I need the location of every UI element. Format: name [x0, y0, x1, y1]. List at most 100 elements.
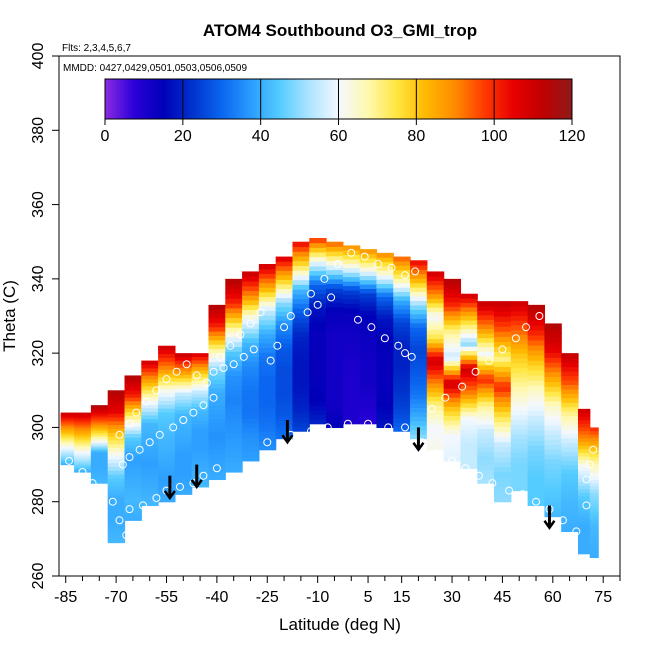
sample-point	[411, 267, 420, 276]
field-cell	[60, 439, 75, 442]
field-cell	[309, 414, 327, 420]
field-cell	[393, 418, 411, 424]
field-cell	[578, 524, 591, 529]
field-cell	[258, 324, 277, 330]
sample-point	[323, 423, 332, 432]
field-cell	[60, 416, 75, 419]
field-cell	[578, 499, 591, 504]
field-cell	[561, 415, 579, 421]
field-cell	[258, 361, 277, 367]
field-cell	[275, 265, 294, 271]
field-cell	[208, 344, 226, 350]
field-cell	[544, 453, 562, 460]
field-cell	[589, 453, 599, 458]
field-cell	[174, 490, 193, 495]
field-cell	[460, 350, 478, 356]
sample-point	[380, 334, 389, 343]
field-cell	[74, 451, 92, 454]
field-cell	[124, 415, 142, 420]
field-cell	[174, 476, 193, 481]
field-cell	[90, 438, 109, 441]
field-cell	[561, 451, 579, 457]
field-cell	[292, 374, 310, 380]
field-cell	[275, 415, 294, 421]
field-cell	[174, 384, 193, 390]
field-cell	[477, 474, 495, 480]
field-cell	[443, 429, 462, 435]
field-cell	[376, 409, 394, 415]
field-cell	[158, 458, 176, 464]
field-cell	[494, 441, 512, 448]
x-tick-label: 15	[393, 589, 411, 606]
field-cell	[494, 366, 512, 372]
field-cell	[359, 336, 378, 342]
field-cell	[292, 393, 310, 399]
field-cell	[124, 433, 142, 438]
field-cell	[242, 437, 260, 443]
field-cell	[460, 429, 478, 434]
field-cell	[376, 287, 394, 293]
field-cell	[90, 461, 109, 465]
field-cell	[359, 305, 378, 311]
field-cell	[426, 365, 445, 371]
field-cell	[107, 397, 126, 403]
field-cell	[225, 317, 243, 323]
field-cell	[393, 269, 411, 275]
sample-point	[488, 479, 497, 488]
field-cell	[309, 405, 327, 411]
field-cell	[225, 312, 243, 319]
field-cell	[527, 415, 546, 421]
field-cell	[90, 471, 109, 474]
field-cell	[527, 329, 546, 336]
field-cell	[393, 404, 411, 410]
sample-point	[498, 345, 507, 354]
field-cell	[477, 332, 495, 339]
field-cell	[60, 442, 75, 445]
field-cell	[510, 339, 529, 345]
field-cell	[107, 481, 126, 487]
field-cell	[141, 440, 159, 445]
field-cell	[141, 360, 159, 365]
field-cell	[174, 374, 193, 379]
field-cell	[359, 301, 378, 307]
field-cell	[60, 460, 75, 463]
field-cell	[561, 420, 579, 426]
field-cell	[527, 405, 546, 411]
field-cell	[174, 444, 193, 450]
field-cell	[124, 462, 142, 467]
field-cell	[242, 295, 260, 301]
field-cell	[90, 449, 109, 453]
field-cell	[326, 371, 344, 377]
field-cell	[393, 330, 411, 336]
field-cell	[292, 317, 310, 323]
field-cell	[544, 511, 562, 518]
field-cell	[275, 333, 294, 340]
field-cell	[342, 249, 361, 255]
field-cell	[90, 418, 109, 422]
field-cell	[309, 391, 327, 397]
field-cell	[426, 307, 445, 313]
field-column	[90, 405, 109, 484]
field-cell	[477, 428, 495, 434]
field-cell	[90, 475, 109, 478]
field-column	[326, 241, 344, 429]
field-cell	[225, 409, 243, 415]
field-cell	[589, 472, 599, 477]
field-cell	[376, 353, 394, 359]
field-cell	[561, 433, 579, 439]
field-cell	[342, 405, 361, 411]
field-cell	[342, 347, 361, 353]
field-cell	[174, 430, 193, 435]
field-cell	[510, 324, 529, 331]
field-cell	[60, 424, 75, 427]
field-cell	[242, 304, 260, 310]
field-cell	[74, 422, 92, 426]
field-cell	[292, 397, 310, 404]
field-cell	[359, 414, 378, 420]
field-cell	[309, 265, 327, 272]
field-cell	[90, 448, 109, 451]
field-cell	[410, 295, 428, 301]
field-cell	[124, 487, 142, 492]
sample-point	[505, 486, 514, 495]
